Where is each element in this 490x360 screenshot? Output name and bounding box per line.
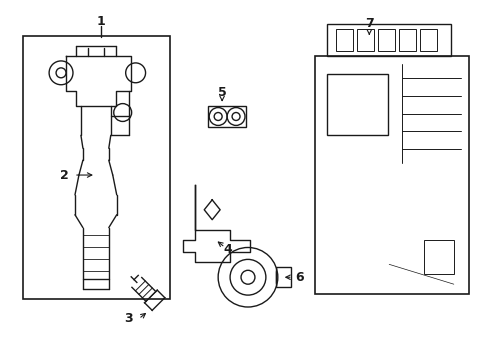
Bar: [326, 74, 388, 135]
Bar: [326, 24, 451, 56]
Text: 5: 5: [218, 86, 226, 99]
Bar: [420, 29, 437, 51]
Bar: [315, 56, 469, 294]
Text: 2: 2: [60, 168, 69, 181]
Bar: [424, 239, 454, 274]
Bar: [378, 29, 395, 51]
Text: 3: 3: [124, 312, 133, 325]
Bar: [337, 29, 353, 51]
Bar: [357, 29, 374, 51]
Bar: [208, 105, 246, 127]
Text: 6: 6: [295, 271, 304, 284]
Bar: [276, 267, 291, 287]
Bar: [23, 36, 171, 299]
Text: 7: 7: [365, 17, 374, 30]
Text: 4: 4: [224, 243, 232, 256]
Text: 1: 1: [97, 15, 105, 28]
Bar: [399, 29, 416, 51]
